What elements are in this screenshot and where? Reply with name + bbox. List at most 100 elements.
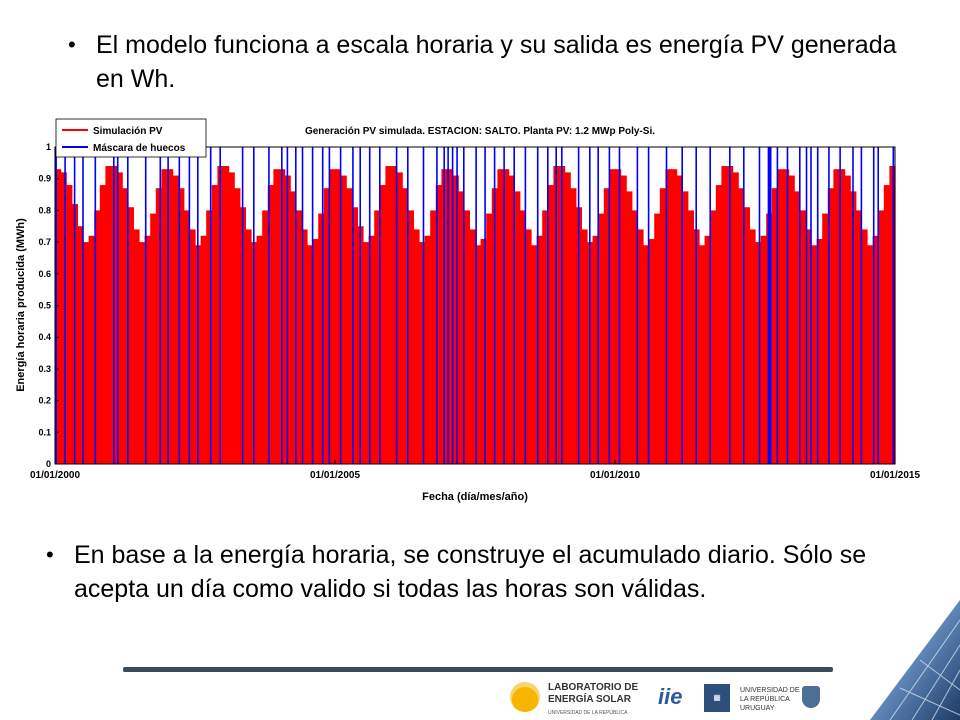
pv-bar (127, 207, 134, 464)
pv-bar (363, 242, 370, 464)
pv-bar (116, 172, 123, 465)
pv-bar (424, 235, 431, 464)
pv-bar (323, 188, 330, 464)
bullet-dot: • (46, 542, 54, 567)
pv-bar (889, 166, 896, 464)
pv-bar (228, 172, 235, 465)
y-tick-label: 0.4 (38, 332, 51, 342)
bullet-text: En base a la energía horaria, se constru… (74, 541, 867, 603)
pv-bar (256, 235, 263, 464)
pv-bar (469, 229, 476, 464)
legend-label-pv: Simulación PV (93, 126, 163, 137)
pv-bar (811, 245, 818, 464)
pv-bar (867, 245, 874, 464)
pv-bar (671, 169, 678, 464)
pv-bar (413, 229, 420, 464)
pv-bar (486, 213, 493, 464)
pv-bar (547, 185, 554, 464)
pv-bar (872, 235, 879, 464)
pv-bar (704, 235, 711, 464)
x-tick-label: 01/01/2010 (590, 470, 640, 481)
pv-bar (631, 210, 638, 464)
pv-bar (592, 235, 599, 464)
pv-bar (234, 188, 241, 464)
pv-bar (161, 169, 168, 464)
solar-panel-decoration (870, 600, 960, 720)
pv-bar (396, 172, 403, 465)
y-tick-label: 0.5 (38, 301, 51, 311)
pv-bar (609, 169, 616, 464)
pv-bar (715, 185, 722, 464)
bullet-text: El modelo funciona a escala horaria y su… (96, 31, 897, 93)
y-tick-label: 0 (46, 459, 51, 469)
pv-bar (385, 166, 392, 464)
pv-bar (301, 229, 308, 464)
pv-bar (335, 169, 342, 464)
pv-bar (402, 188, 409, 464)
pv-bar (760, 235, 767, 464)
pv-bar (273, 169, 280, 464)
pv-bar (816, 238, 823, 464)
pv-bar (687, 210, 694, 464)
footer-divider (123, 667, 833, 672)
engineering-logo-icon: ▦ (704, 684, 730, 712)
bullet-dot: • (68, 32, 76, 57)
pv-bar (94, 210, 101, 464)
y-tick-label: 0.9 (38, 174, 51, 184)
pv-bar (122, 188, 129, 464)
y-tick-label: 0.3 (38, 364, 51, 374)
pv-bar (172, 175, 179, 464)
pv-bar (262, 210, 269, 464)
iie-logo: iie (658, 684, 683, 709)
pv-bar (738, 188, 745, 464)
lab-subtitle: UNIVERSIDAD DE LA REPÚBLICA (548, 710, 628, 716)
pv-bar (827, 188, 834, 464)
sun-logo-icon (510, 682, 540, 712)
y-tick-label: 0.1 (38, 427, 51, 437)
x-tick-label: 01/01/2015 (870, 470, 920, 481)
pv-bar (732, 172, 739, 465)
pv-bar (615, 169, 622, 464)
pv-bar (839, 169, 846, 464)
x-tick-label: 01/01/2005 (310, 470, 360, 481)
pv-bar (139, 242, 146, 464)
pv-bar (844, 175, 851, 464)
pv-bar (878, 210, 885, 464)
pv-generation-chart: 0 0.1 0.2 0.3 0.4 0.5 0.6 0.7 0.8 0.9 1 01/01/2000… (0, 110, 960, 510)
pv-bar (223, 166, 230, 464)
y-tick-label: 0.6 (38, 269, 51, 279)
pv-bar (603, 188, 610, 464)
pv-bar (749, 229, 756, 464)
mask-series-lines (55, 147, 895, 464)
pv-bar (447, 169, 454, 464)
pv-bar (665, 169, 672, 464)
pv-bar (83, 242, 90, 464)
pv-bar (452, 175, 459, 464)
pv-bar (178, 188, 185, 464)
pv-bar (777, 169, 784, 464)
pv-bar (626, 191, 633, 464)
chart-legend: Simulación PV Máscara de huecos (55, 118, 207, 158)
pv-bar (822, 213, 829, 464)
pv-bar (525, 229, 532, 464)
pv-bar (267, 185, 274, 464)
pv-bar (99, 185, 106, 464)
pv-bar (519, 210, 526, 464)
pv-bar (430, 210, 437, 464)
pv-bar (654, 213, 661, 464)
pv-bar (155, 188, 162, 464)
pv-bar (861, 229, 868, 464)
pv-bar (329, 169, 336, 464)
pv-bar (183, 210, 190, 464)
y-tick-label: 0.2 (38, 396, 51, 406)
pv-bar (391, 166, 398, 464)
lab-name: LABORATORIO DE ENERGÍA SOLAR (548, 682, 639, 705)
pv-bar (475, 245, 482, 464)
pv-bar (771, 188, 778, 464)
pv-bar (55, 169, 62, 464)
pv-bar (833, 169, 840, 464)
pv-bar (783, 169, 790, 464)
pv-bar (721, 166, 728, 464)
x-axis-label: Fecha (día/mes/año) (422, 491, 528, 503)
pv-bar (379, 185, 386, 464)
